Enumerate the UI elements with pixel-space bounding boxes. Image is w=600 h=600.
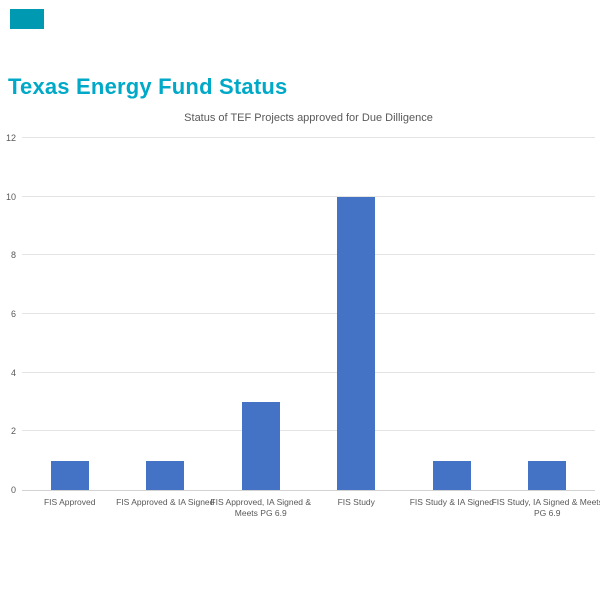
plot-area <box>22 137 595 491</box>
x-tick-label-fis-approved-ia-signed: FIS Approved & IA Signed <box>116 497 215 507</box>
x-tick-label-fis-study: FIS Study <box>337 497 375 507</box>
bar-fis-study <box>337 196 376 490</box>
chart-title: Status of TEF Projects approved for Due … <box>184 112 433 124</box>
gridline-4 <box>22 371 595 373</box>
y-axis-tick-labels: 0 2 4 6 8 10 12 <box>0 133 16 495</box>
gridline-8 <box>22 254 595 256</box>
x-tick-label-fis-study-ia-signed: FIS Study & IA Signed <box>409 497 494 507</box>
bar-fis-approved <box>50 460 89 490</box>
bar-fis-approved-ia-signed-meets-pg-6-9 <box>241 402 280 490</box>
x-axis-tick-labels: FIS Approved FIS Approved & IA Signed FIS … <box>22 497 600 547</box>
y-tick-label-4: 4 <box>10 367 16 378</box>
x-tick-label-fis-study-ia-signed-meets-pg-6-9: FIS Study, IA Signed & Meets PG 6.9 <box>491 497 600 519</box>
page-title: Texas Energy Fund Status <box>8 74 288 99</box>
y-tick-label-12: 12 <box>5 133 16 143</box>
y-tick-label-8: 8 <box>10 250 16 261</box>
y-tick-label-10: 10 <box>5 191 16 202</box>
gridline-2 <box>22 430 595 432</box>
bar-fis-study-ia-signed <box>432 460 471 490</box>
x-tick-label-fis-approved-ia-signed-meets-pg-6-9: FIS Approved, IA Signed & Meets PG 6.9 <box>210 497 312 519</box>
y-tick-label-2: 2 <box>10 426 16 437</box>
x-tick-label-fis-approved: FIS Approved <box>43 497 96 507</box>
corner-accent-block <box>10 9 44 29</box>
x-axis-line <box>22 490 595 491</box>
bar-fis-approved-ia-signed <box>146 460 185 490</box>
gridline-12 <box>22 137 595 138</box>
y-tick-label-6: 6 <box>10 309 16 319</box>
bar-fis-study-ia-signed-meets-pg-6-9 <box>528 460 567 490</box>
y-tick-label-0: 0 <box>10 485 16 495</box>
gridline-10 <box>22 195 595 197</box>
gridline-6 <box>22 313 595 314</box>
